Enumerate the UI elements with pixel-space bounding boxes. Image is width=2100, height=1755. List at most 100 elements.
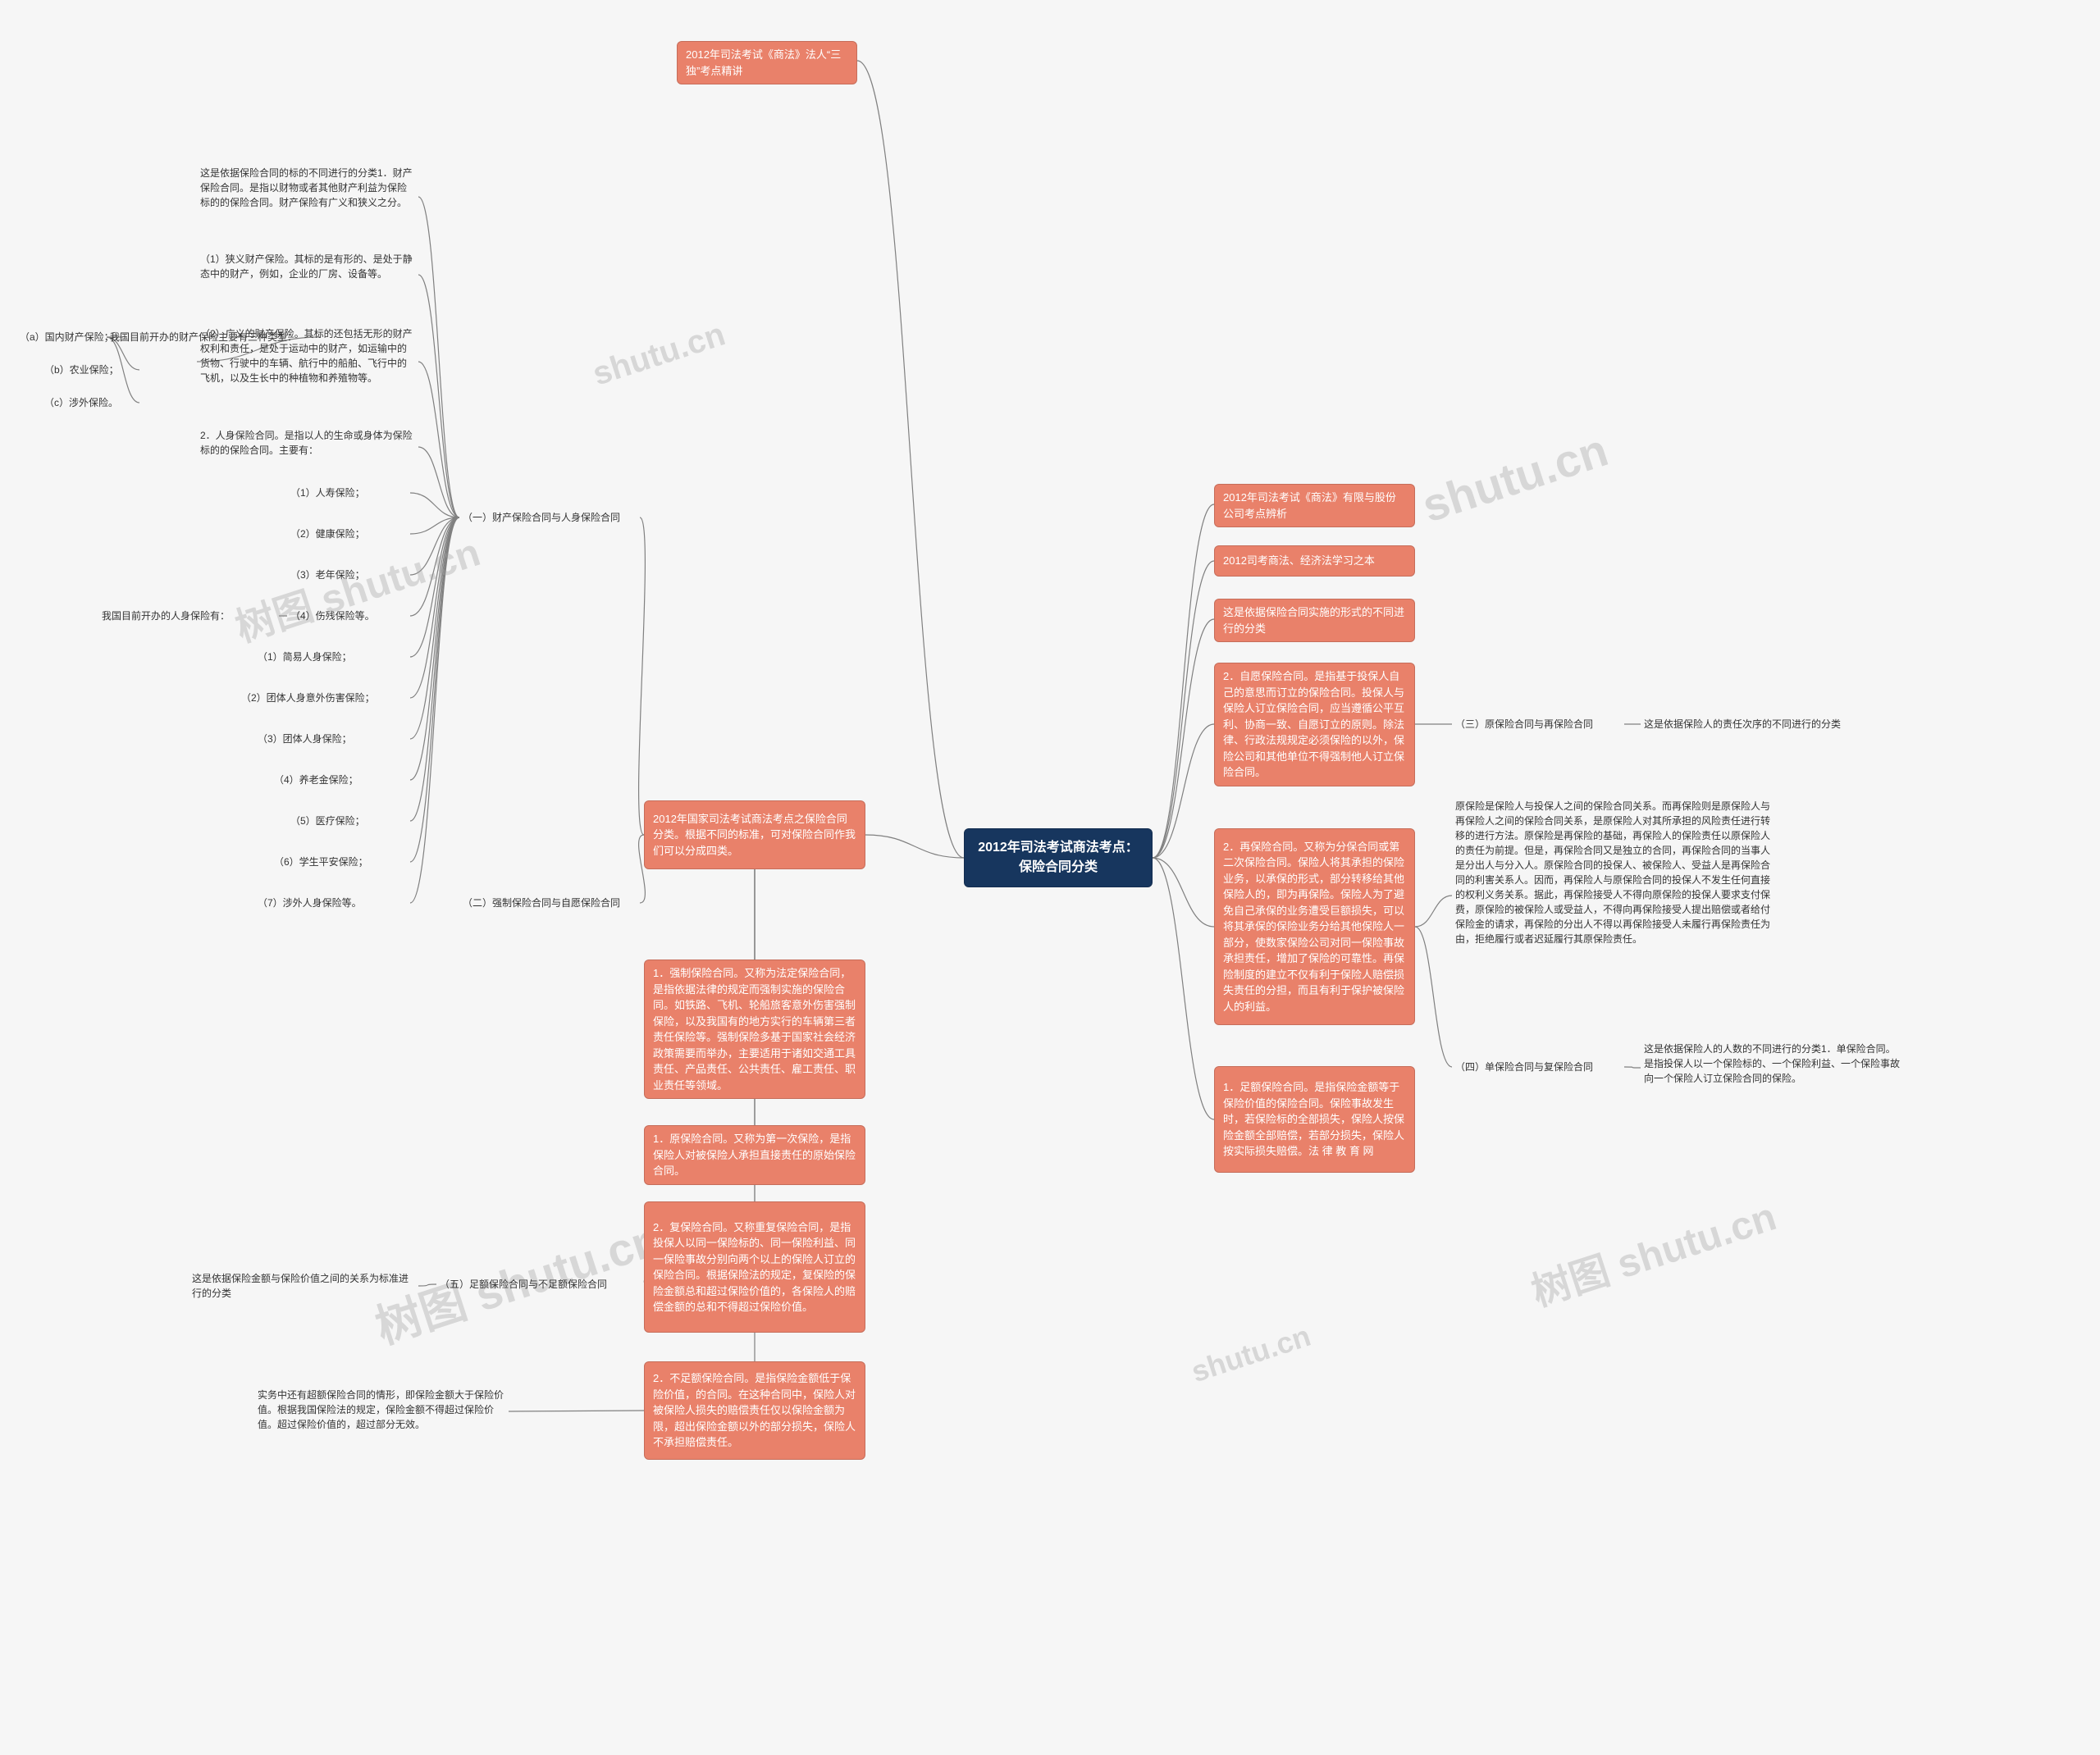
node-L_c1_sub3[interactable]: （3）老年保险； xyxy=(287,566,410,584)
edge xyxy=(1624,1067,1641,1068)
node-R_top2[interactable]: 2012司考商法、经济法学习之本 xyxy=(1214,545,1415,577)
node-label: 2012年司法考试商法考点：保险合同分类 xyxy=(973,838,1144,878)
node-label: 这是依据保险金额与保险价值之间的关系为标准进行的分类 xyxy=(192,1271,415,1301)
node-label: 1．原保险合同。又称为第一次保险，是指保险人对被保险人承担直接责任的原始保险合同… xyxy=(653,1131,856,1179)
edge xyxy=(1153,619,1214,858)
node-label: 2012司考商法、经济法学习之本 xyxy=(1223,553,1375,569)
node-label: （c）涉外保险。 xyxy=(44,395,118,410)
node-R_rein_desc[interactable]: 原保险是保险人与投保人之间的保险合同关系。而再保险则是原保险人与再保险人之间的保… xyxy=(1452,797,1780,994)
node-L_c1_sub11[interactable]: （7）涉外人身保险等。 xyxy=(254,894,410,912)
node-root[interactable]: 2012年司法考试商法考点：保险合同分类 xyxy=(964,828,1153,887)
node-label: 2．不足额保险合同。是指保险金额低于保险价值，的合同。在这种合同中，保险人对被保… xyxy=(653,1370,856,1451)
node-R_cat3_desc[interactable]: 这是依据保险人的责任次序的不同进行的分类 xyxy=(1641,715,1854,733)
edge xyxy=(410,517,459,616)
node-label: （五）足额保险合同与不足额保险合同 xyxy=(440,1277,607,1292)
watermark: shutu.cn xyxy=(1187,1319,1315,1389)
mindmap-stage: 树图 shutu.cnshutu.cn树图 shutu.cnshutu.cn树图… xyxy=(0,0,2100,1755)
node-L_c1_sub7[interactable]: （3）团体人身保险； xyxy=(254,730,410,748)
edge xyxy=(410,517,459,903)
node-label: （5）医疗保险； xyxy=(290,814,365,828)
node-label: （2）健康保险； xyxy=(290,526,365,541)
node-L_c1_sub2[interactable]: （2）健康保险； xyxy=(287,525,410,543)
node-label: （二）强制保险合同与自愿保险合同 xyxy=(463,896,620,910)
edge xyxy=(1415,896,1452,927)
node-label: 2．人身保险合同。是指以人的生命或身体为保险标的的保险合同。主要有： xyxy=(200,428,415,458)
node-L_c1_p2[interactable]: （1）狭义财产保险。其标的是有形的、是处于静态中的财产，例如，企业的厂房、设备等… xyxy=(197,250,418,299)
node-label: 2．复保险合同。又称重复保险合同，是指投保人以同一保险标的、同一保险利益、同一保… xyxy=(653,1219,856,1315)
edge xyxy=(410,517,459,657)
edge xyxy=(410,493,459,517)
node-label: （4）养老金保险； xyxy=(274,773,358,787)
edge xyxy=(410,517,459,739)
node-L_c1_sub1[interactable]: （1）人寿保险； xyxy=(287,484,410,502)
edge xyxy=(1415,927,1452,1067)
node-label: 这是依据保险人的责任次序的不同进行的分类 xyxy=(1644,717,1841,732)
watermark: shutu.cn xyxy=(1416,423,1614,533)
node-label: （四）单保险合同与复保险合同 xyxy=(1455,1060,1593,1074)
node-label: 2．再保险合同。又称为分保合同或第二次保险合同。保险人将其承担的保险业务，以承保… xyxy=(1223,839,1406,1015)
node-label: （1）人寿保险； xyxy=(290,485,365,500)
node-L_under[interactable]: 2．不足额保险合同。是指保险金额低于保险价值，的合同。在这种合同中，保险人对被保… xyxy=(644,1361,865,1460)
watermark: shutu.cn xyxy=(588,316,729,393)
edge xyxy=(1153,504,1214,858)
node-label: 这是依据保险合同的标的不同进行的分类1．财产保险合同。是指以财物或者其他财产利益… xyxy=(200,166,415,210)
node-label: 1．强制保险合同。又称为法定保险合同，是指依据法律的规定而强制实施的保险合同。如… xyxy=(653,965,856,1093)
node-L_dup[interactable]: 2．复保险合同。又称重复保险合同，是指投保人以同一保险标的、同一保险利益、同一保… xyxy=(644,1201,865,1333)
node-L_c1_type_b[interactable]: （b）农业保险； xyxy=(41,361,139,379)
node-L_under_note[interactable]: 实务中还有超额保险合同的情形，即保险金额大于保险价值。根据我国保险法的规定，保险… xyxy=(254,1386,509,1437)
edge xyxy=(410,517,459,534)
node-L_top[interactable]: 2012年司法考试《商法》法人“三独”考点精讲 xyxy=(677,41,857,84)
node-R_top1[interactable]: 2012年司法考试《商法》有限与股份公司考点辨析 xyxy=(1214,484,1415,527)
node-L_cat5[interactable]: （五）足额保险合同与不足额保险合同 xyxy=(436,1275,650,1293)
node-label: （1）狭义财产保险。其标的是有形的、是处于静态中的财产，例如，企业的厂房、设备等… xyxy=(200,252,415,281)
node-R_cat4_desc[interactable]: 这是依据保险人的人数的不同进行的分类1．单保险合同。是指投保人以一个保险标的、一… xyxy=(1641,1040,1903,1096)
node-label: 我国目前开办的人身保险有： xyxy=(102,609,230,623)
edge xyxy=(418,362,459,517)
node-L_c1_sub5[interactable]: （1）简易人身保险； xyxy=(254,648,410,666)
node-L_c1_sub10[interactable]: （6）学生平安保险； xyxy=(271,853,410,871)
edge xyxy=(857,61,964,858)
node-L_c1_type_c[interactable]: （c）涉外保险。 xyxy=(41,394,139,412)
node-label: （1）简易人身保险； xyxy=(258,650,352,664)
node-R_top3[interactable]: 这是依据保险合同实施的形式的不同进行的分类 xyxy=(1214,599,1415,642)
node-L_cat1[interactable]: （一）财产保险合同与人身保险合同 xyxy=(459,508,640,526)
node-L_cat2[interactable]: （二）强制保险合同与自愿保险合同 xyxy=(459,894,640,912)
node-L_c1_p4[interactable]: 2．人身保险合同。是指以人的生命或身体为保险标的的保险合同。主要有： xyxy=(197,426,418,467)
node-L_c1_type_a[interactable]: （a）国内财产保险； xyxy=(16,328,123,346)
edge xyxy=(418,275,459,517)
node-L_c1_sub6[interactable]: （2）团体人身意外伤害保险； xyxy=(238,689,410,707)
node-L_c1_p1[interactable]: 这是依据保险合同的标的不同进行的分类1．财产保险合同。是指以财物或者其他财产利益… xyxy=(197,164,418,230)
node-R_cat4[interactable]: （四）单保险合同与复保险合同 xyxy=(1452,1058,1624,1076)
node-R_cat3[interactable]: （三）原保险合同与再保险合同 xyxy=(1452,715,1624,733)
node-L_c1_sub4b[interactable]: 我国目前开办的人身保险有： xyxy=(98,607,279,625)
node-L_c1_types_head[interactable]: 我国目前开办的财产保险主要有三种类型： xyxy=(107,328,320,346)
node-label: （三）原保险合同与再保险合同 xyxy=(1455,717,1593,732)
edge xyxy=(418,1284,436,1286)
node-label: （3）老年保险； xyxy=(290,568,365,582)
node-label: 2012年司法考试《商法》法人“三独”考点精讲 xyxy=(686,47,848,79)
node-label: （a）国内财产保险； xyxy=(20,330,114,344)
watermark: 树图 shutu.cn xyxy=(1523,1184,1783,1317)
node-label: 这是依据保险合同实施的形式的不同进行的分类 xyxy=(1223,604,1406,636)
edge xyxy=(418,197,459,517)
node-label: 2．自愿保险合同。是指基于投保人自己的意思而订立的保险合同。投保人与保险人订立保… xyxy=(1223,668,1406,781)
node-label: （b）农业保险； xyxy=(44,362,119,377)
node-L_c1_sub8[interactable]: （4）养老金保险； xyxy=(271,771,410,789)
node-R_rein[interactable]: 2．再保险合同。又称为分保合同或第二次保险合同。保险人将其承担的保险业务，以承保… xyxy=(1214,828,1415,1025)
edge xyxy=(410,517,459,698)
node-L_cat5_desc[interactable]: 这是依据保险金额与保险价值之间的关系为标准进行的分类 xyxy=(189,1270,418,1302)
edge xyxy=(1153,724,1214,858)
node-L_c1_sub9[interactable]: （5）医疗保险； xyxy=(287,812,410,830)
edge xyxy=(418,447,459,517)
node-L_orig[interactable]: 1．原保险合同。又称为第一次保险，是指保险人对被保险人承担直接责任的原始保险合同… xyxy=(644,1125,865,1185)
edge xyxy=(410,517,459,821)
node-L_force[interactable]: 1．强制保险合同。又称为法定保险合同，是指依据法律的规定而强制实施的保险合同。如… xyxy=(644,960,865,1099)
edge xyxy=(410,517,459,575)
node-L_c1_sub4[interactable]: （4）伤残保险等。 xyxy=(287,607,410,625)
node-R_full[interactable]: 1．足额保险合同。是指保险金额等于保险价值的保险合同。保险事故发生时，若保险标的… xyxy=(1214,1066,1415,1173)
node-L_main[interactable]: 2012年国家司法考试商法考点之保险合同分类。根据不同的标准，可对保险合同作我们… xyxy=(644,800,865,869)
node-R_vol[interactable]: 2．自愿保险合同。是指基于投保人自己的意思而订立的保险合同。投保人与保险人订立保… xyxy=(1214,663,1415,786)
edge xyxy=(1153,561,1214,858)
node-label: （3）团体人身保险； xyxy=(258,732,352,746)
node-label: （4）伤残保险等。 xyxy=(290,609,375,623)
